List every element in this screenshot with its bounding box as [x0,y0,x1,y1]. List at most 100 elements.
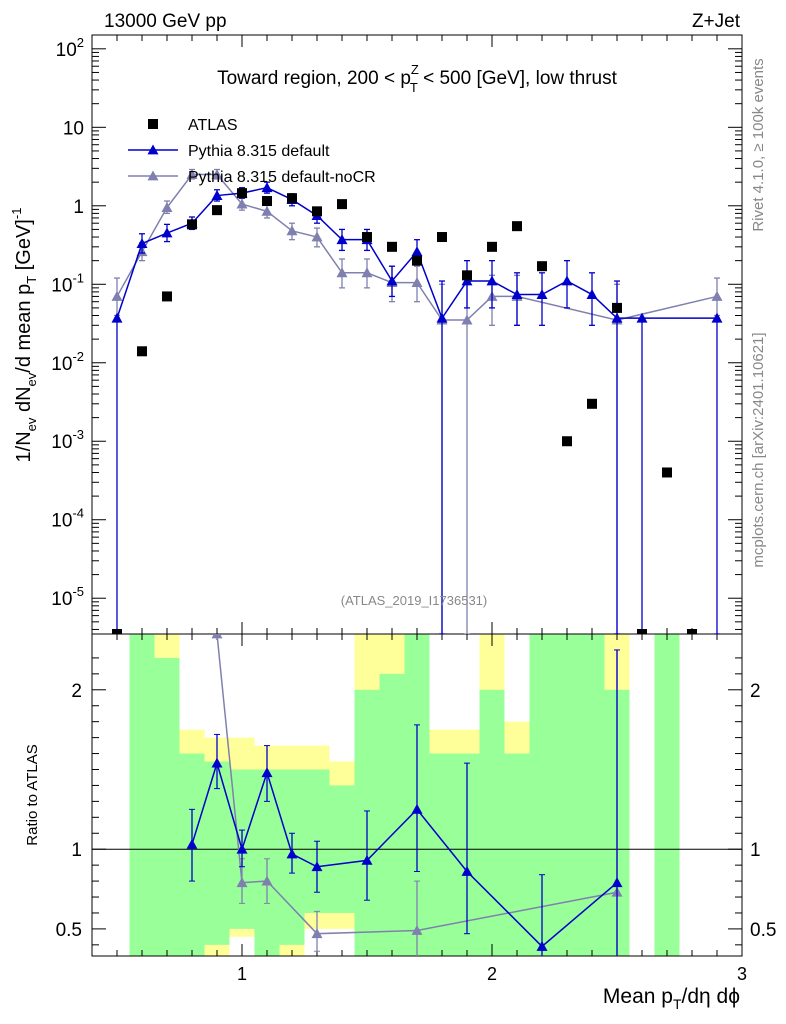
y-tick-label: 1 [73,197,84,218]
y-tick-label: 10-3 [51,427,84,453]
series-marker [136,238,148,248]
ratio-uncertainty-bands [129,634,680,956]
atlas-data-point [262,196,272,207]
legend-marker [147,170,159,181]
ratio-band-inner [154,657,180,956]
ratio-series-marker [536,940,548,951]
analysis-watermark: (ATLAS_2019_I1736531) [341,593,487,608]
series-marker [111,290,123,301]
atlas-data-point [312,206,322,217]
series-marker [586,289,598,299]
ratio-series [186,634,623,956]
atlas-data-point [687,629,697,634]
ratio-band-inner [379,673,405,956]
series-marker [711,290,723,301]
ratio-series-marker [186,838,198,849]
series-marker [111,312,123,323]
y-tick-label: 10-1 [51,270,84,296]
atlas-data-point [187,219,197,230]
legend-marker [147,144,159,155]
ratio-band-inner [554,634,580,956]
series-marker [386,275,398,286]
series-marker [211,169,223,179]
atlas-data-point [287,193,297,204]
legend-entry: Pythia 8.315 default-noCR [188,169,376,186]
x-tick-label: 2 [487,964,497,984]
ratio-series-marker [211,634,223,639]
ratio-y-tick-label-right: 2 [750,681,761,702]
series-marker [236,198,248,209]
ratio-y-tick-label: 2 [71,681,82,702]
ratio-series-line [216,634,618,935]
ratio-axes: 1 2 3 0.5 0.5 1 1 2 2 [56,634,776,984]
legend: ATLAS Pythia 8.315 default Pythia 8.315 de… [128,117,376,186]
ratio-series-marker [236,877,248,888]
ratio-series-marker [261,875,273,886]
atlas-data-point [487,241,497,252]
series-marker [186,169,198,179]
ratio-y-tick-label: 0.5 [56,920,82,941]
series-marker [161,202,173,212]
series-marker [611,312,623,323]
x-tick-label: 1 [237,964,247,984]
atlas-data-point [337,199,347,210]
rivet-version-label: Rivet 4.1.0, ≥ 100k events [750,58,767,231]
y-tick-label: 10-5 [51,584,84,610]
series-marker [411,277,423,288]
y-tick-label: 102 [56,35,84,61]
legend-entry: ATLAS [188,117,238,134]
atlas-data-point [362,232,372,243]
atlas-data-point [437,232,447,243]
ratio-series-marker [461,866,473,876]
ratio-series-marker [311,928,323,939]
series-marker [261,205,273,216]
energy-label: 13000 GeV pp [104,11,227,32]
series-marker [486,275,498,286]
atlas-data-point [412,255,422,266]
atlas-data-point [612,302,622,313]
svg-text:1/Nev dNev/d mean pT [GeV]-1: 1/Nev dNev/d mean pT [GeV]-1 [9,208,39,463]
ratio-series-marker [311,861,323,872]
ratio-y-tick-label-right: 1 [750,840,761,861]
series-marker [411,246,423,257]
atlas-data-point [537,261,547,272]
ratio-series-marker [236,843,248,854]
series-marker [636,312,648,323]
atlas-data-point [512,221,522,232]
ratio-series-marker [411,924,423,935]
ratio-series-marker [361,854,373,865]
series-marker [211,190,223,200]
y-tick-label: 10-4 [51,506,84,532]
series-marker [311,231,323,242]
ratio-band-inner [579,634,605,956]
ratio-band-inner [129,634,155,956]
atlas-data-point [387,241,397,252]
series-marker [261,182,273,193]
atlas-data-point [137,346,147,357]
ratio-series-marker [286,848,298,859]
y-tick-label: 10 [63,118,84,139]
series-marker [286,225,298,236]
series-marker [461,314,473,325]
ratio-band-inner [429,753,455,956]
main-y-axis-label: 1/Nev dNev/d mean pT [GeV]-1 [9,208,39,463]
atlas-data-point [212,205,222,216]
series-marker [461,275,473,286]
ratio-series-marker [411,803,423,814]
atlas-data-point [587,398,597,409]
plot-title: Toward region, 200 < pZ T < 500 [GeV], lo… [217,62,618,95]
atlas-data-point [162,291,172,302]
main-series [111,168,723,634]
process-label: Z+Jet [692,11,741,32]
series-marker [336,234,348,245]
series-marker [536,289,548,299]
ratio-series-marker [211,757,223,768]
ratio-y-axis-label: Ratio to ATLAS [24,744,41,845]
ratio-y-tick-label: 1 [71,840,82,861]
atlas-data-point [462,270,472,281]
atlas-data-point [112,629,122,634]
legend-marker-atlas [148,119,158,129]
atlas-data-point [237,188,247,199]
atlas-data-point [562,436,572,447]
